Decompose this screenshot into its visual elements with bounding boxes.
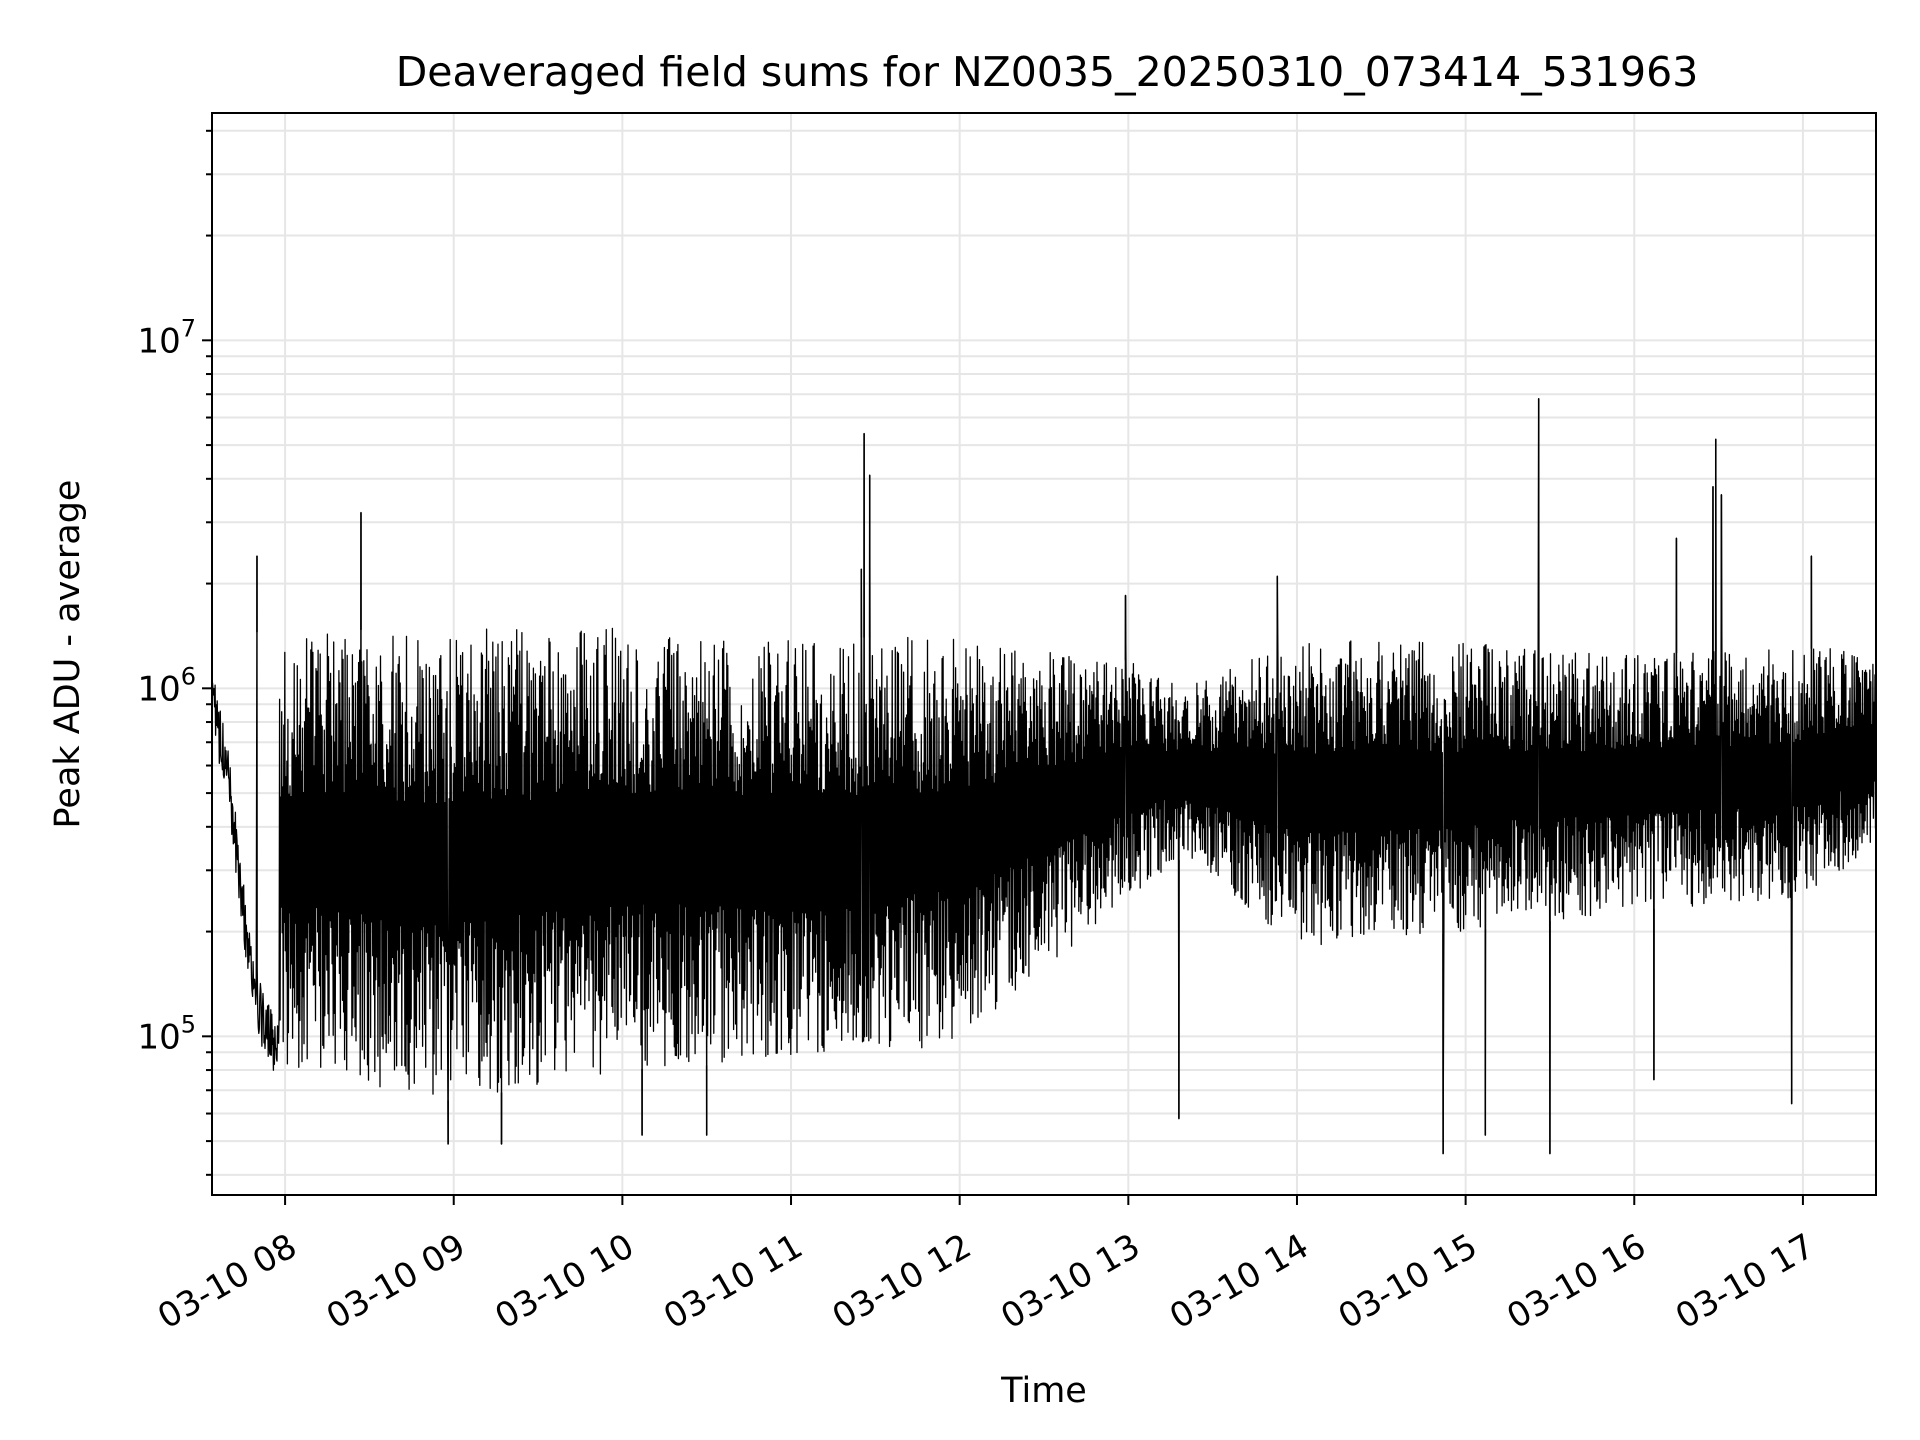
y-tick-label: 105: [137, 1010, 196, 1057]
plot-frame: [211, 112, 1877, 1196]
x-axis-title: Time: [1000, 1371, 1087, 1411]
series-line: [211, 397, 1877, 1155]
y-axis-title: Peak ADU - average: [48, 480, 88, 829]
y-tick-label: 107: [137, 314, 196, 361]
series-trace: [211, 397, 1877, 1155]
y-tick-label: 106: [137, 662, 196, 709]
chart-title: Deaveraged field sums for NZ0035_2025031…: [396, 48, 1699, 96]
